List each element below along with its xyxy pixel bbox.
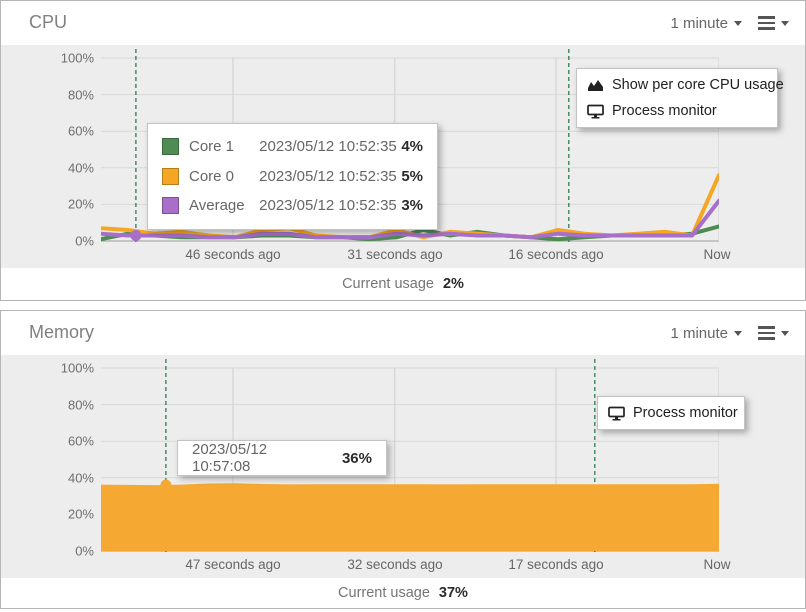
- monitor-icon: [587, 104, 604, 118]
- memory-title: Memory: [29, 322, 95, 342]
- series-name: Average: [189, 197, 245, 215]
- sample-timestamp: 2023/05/12 10:52:35: [259, 138, 397, 156]
- memory-header: Memory 1 minute: [1, 311, 805, 355]
- memory-xtick-now: Now: [703, 557, 731, 572]
- current-usage-label: Current usage: [338, 585, 430, 601]
- cpu-ytick-80: 80%: [67, 87, 94, 103]
- cpu-ytick-20: 20%: [67, 196, 94, 212]
- memory-panel: Memory 1 minute 100% 80% 60% 40% 20% 0% …: [0, 310, 806, 609]
- memory-xtick-32s: 32 seconds ago: [347, 557, 443, 572]
- average-color-swatch: [162, 197, 179, 215]
- cpu-menu-button[interactable]: [758, 16, 789, 30]
- menu-item-process-monitor[interactable]: Process monitor: [577, 98, 777, 124]
- memory-ytick-40: 40%: [67, 470, 94, 486]
- sample-timestamp: 2023/05/12 10:52:35: [259, 167, 397, 185]
- memory-xtick-47s: 47 seconds ago: [185, 557, 281, 572]
- current-usage-label: Current usage: [342, 276, 434, 292]
- core0-color-swatch: [162, 167, 179, 185]
- cpu-ytick-40: 40%: [67, 160, 94, 176]
- cpu-header: CPU 1 minute: [1, 1, 805, 45]
- monitor-icon: [608, 406, 625, 420]
- tooltip-row-core1: Core 1 2023/05/12 10:52:35 4%: [162, 132, 423, 162]
- cpu-interval-dropdown[interactable]: 1 minute: [670, 15, 742, 32]
- memory-xtick-17s: 17 seconds ago: [508, 557, 604, 572]
- sample-timestamp: 2023/05/12 10:57:08: [192, 441, 268, 475]
- memory-ytick-20: 20%: [67, 506, 94, 522]
- current-usage-value: 37%: [438, 585, 468, 601]
- chevron-down-icon: [781, 20, 789, 26]
- cpu-ytick-100: 100%: [60, 50, 94, 66]
- memory-ytick-100: 100%: [60, 360, 94, 376]
- memory-interval-dropdown[interactable]: 1 minute: [670, 325, 742, 342]
- series-name: Core 0: [189, 167, 235, 185]
- cpu-interval-label: 1 minute: [670, 14, 728, 32]
- memory-tooltip: 2023/05/12 10:57:08 36%: [177, 440, 387, 476]
- cpu-xtick-46s: 46 seconds ago: [185, 247, 281, 262]
- memory-ytick-0: 0%: [75, 543, 94, 559]
- sample-value: 4%: [401, 138, 423, 156]
- hamburger-icon: [758, 326, 775, 340]
- memory-ytick-60: 60%: [67, 433, 94, 449]
- memory-menu-button[interactable]: [758, 326, 789, 340]
- menu-item-label: Show per core CPU usage: [612, 77, 784, 93]
- chevron-down-icon: [781, 330, 789, 336]
- menu-item-process-monitor[interactable]: Process monitor: [598, 400, 744, 426]
- current-usage-value: 2%: [442, 276, 464, 292]
- cpu-ytick-60: 60%: [67, 123, 94, 139]
- menu-item-per-core-cpu-usage[interactable]: Show per core CPU usage: [577, 72, 784, 98]
- area-chart-icon: [588, 79, 603, 91]
- cpu-xtick-16s: 16 seconds ago: [508, 247, 604, 262]
- menu-item-label: Process monitor: [633, 405, 738, 421]
- chevron-down-icon: [734, 330, 742, 336]
- cpu-title: CPU: [29, 12, 68, 32]
- memory-dropdown-menu: Process monitor: [597, 396, 745, 430]
- cpu-xtick-31s: 31 seconds ago: [347, 247, 443, 262]
- sample-timestamp: 2023/05/12 10:52:35: [259, 197, 397, 215]
- tooltip-row-core0: Core 0 2023/05/12 10:52:35 5%: [162, 162, 423, 192]
- tooltip-row-average: Average 2023/05/12 10:52:35 3%: [162, 191, 423, 221]
- chevron-down-icon: [734, 20, 742, 26]
- cpu-dropdown-menu: Show per core CPU usage Process monitor: [576, 68, 784, 128]
- cpu-footer: Current usage 2%: [1, 268, 805, 300]
- series-name: Core 1: [189, 138, 235, 156]
- memory-footer: Current usage 37%: [1, 578, 805, 608]
- core1-color-swatch: [162, 138, 179, 156]
- sample-value: 5%: [401, 167, 423, 185]
- hamburger-icon: [758, 16, 775, 30]
- menu-item-label: Process monitor: [612, 103, 717, 119]
- cpu-xtick-now: Now: [703, 247, 731, 262]
- memory-ytick-80: 80%: [67, 397, 94, 413]
- sample-value: 36%: [341, 449, 372, 467]
- sample-value: 3%: [401, 197, 423, 215]
- cpu-tooltip: Core 1 2023/05/12 10:52:35 4% Core 0 202…: [147, 123, 438, 230]
- cpu-ytick-0: 0%: [75, 233, 94, 249]
- memory-interval-label: 1 minute: [670, 324, 728, 342]
- cpu-panel: CPU 1 minute 100% 80% 60% 40% 20% 0% 46 …: [0, 0, 806, 301]
